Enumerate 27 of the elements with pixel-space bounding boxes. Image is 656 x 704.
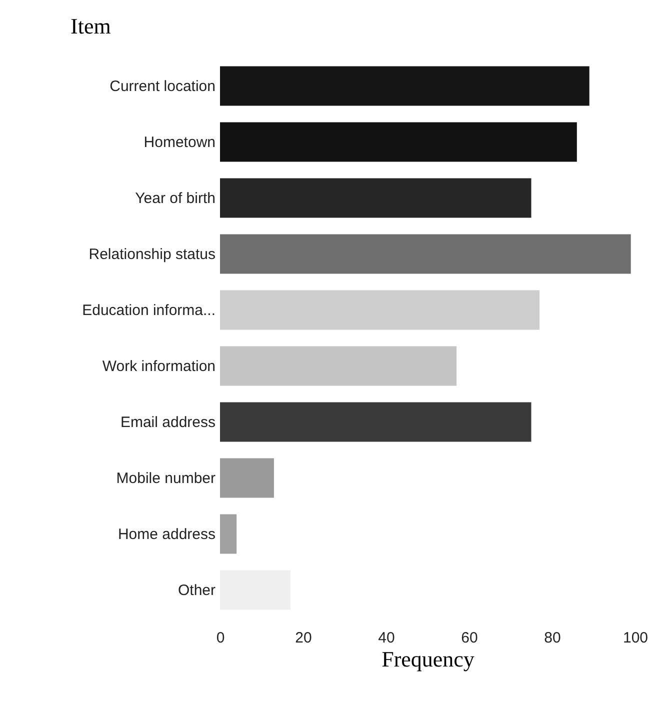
x-tick-label: 100 xyxy=(622,630,648,646)
y-tick-label: Relationship status xyxy=(88,246,216,263)
bar xyxy=(220,122,577,162)
x-tick-label: 80 xyxy=(544,630,561,646)
bar xyxy=(220,514,237,554)
bar xyxy=(220,290,540,330)
bar xyxy=(220,178,532,218)
y-tick-label: Email address xyxy=(120,414,216,431)
x-axis-title: Frequency xyxy=(382,646,474,672)
y-tick-label: Hometown xyxy=(144,134,216,151)
y-tick-label: Other xyxy=(178,582,216,599)
x-tick-label: 40 xyxy=(378,630,395,646)
bar xyxy=(220,402,532,442)
x-tick-label: 60 xyxy=(461,630,478,646)
y-tick-label: Work information xyxy=(102,358,216,375)
y-tick-label: Education informa... xyxy=(82,302,216,319)
x-tick-label: 20 xyxy=(295,630,312,646)
bar xyxy=(220,234,631,274)
x-tick-label: 0 xyxy=(216,630,225,646)
y-tick-label: Home address xyxy=(118,526,216,543)
y-tick-label: Mobile number xyxy=(116,470,216,487)
y-tick-label: Current location xyxy=(110,78,216,95)
y-axis-title: Item xyxy=(70,14,111,38)
bar xyxy=(220,458,274,498)
bar xyxy=(220,66,590,106)
bar xyxy=(220,346,457,386)
y-tick-label: Year of birth xyxy=(135,190,216,207)
